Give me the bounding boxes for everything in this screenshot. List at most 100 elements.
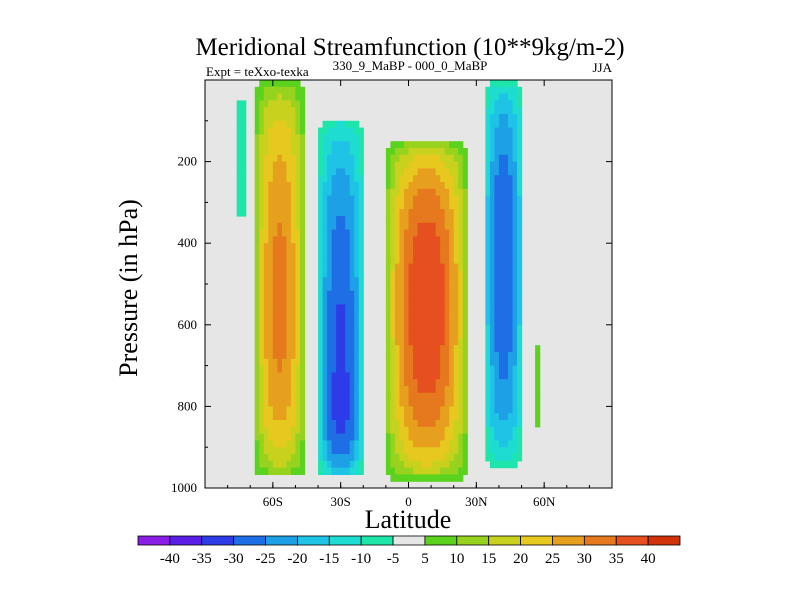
contour-cell [272,120,278,129]
contour-cell [281,188,287,197]
contour-cell [503,277,509,285]
contour-cell [259,120,265,129]
contour-cell [345,386,351,394]
contour-cell [517,426,523,435]
contour-cell [263,175,269,183]
contour-cell [440,195,446,203]
contour-cell [299,229,306,237]
contour-cell [399,433,405,441]
contour-cell [507,134,514,142]
contour-cell [408,222,414,231]
contour-cell [453,420,459,428]
contour-cell [517,277,523,285]
contour-cell [403,426,410,435]
contour-cell [408,263,414,271]
contour-cell [340,182,346,190]
contour-cell [503,297,509,305]
contour-cell [444,141,450,149]
contour-cell [331,154,337,163]
contour-cell [458,188,464,197]
contour-cell [444,440,450,448]
contour-cell [277,318,283,326]
contour-cell [277,188,283,197]
contour-cell [390,277,396,285]
contour-cell [268,460,274,469]
contour-cell [272,161,278,169]
contour-cell [299,379,306,387]
contour-cell [498,386,505,394]
contour-cell [408,290,414,299]
contour-cell [331,365,337,373]
contour-cell [462,324,468,333]
colorbar-swatch [328,535,362,546]
contour-cell [290,256,297,265]
contour-cell [462,352,468,360]
contour-cell [413,413,419,421]
contour-cell [494,270,500,278]
contour-cell [358,467,364,475]
contour-cell [286,114,292,122]
contour-cell [498,297,505,305]
contour-cell [390,440,396,448]
contour-cell [431,318,437,326]
contour-cell [290,318,297,326]
contour-cell [489,440,496,448]
contour-cell [517,338,523,346]
contour-cell [299,236,306,244]
contour-cell [281,447,287,455]
contour-cell [354,120,360,129]
contour-cell [417,284,423,292]
contour-cell [403,447,410,455]
contour-cell [394,338,401,346]
contour-cell [318,297,324,305]
contour-cell [277,420,283,428]
contour-cell [263,120,269,129]
contour-cell [286,100,292,108]
contour-cell [458,222,464,231]
colorbar-label: -30 [224,551,244,567]
contour-cell [485,148,491,156]
contour-cell [462,433,468,441]
contour-cell [426,256,432,265]
contour-cell [489,134,496,142]
contour-cell [358,399,364,407]
contour-cell [290,352,297,360]
contour-cell [340,420,346,428]
contour-cell [462,277,468,285]
colorbar-swatch [137,535,171,546]
contour-cell [263,460,269,469]
contour-cell [349,365,355,373]
contour-cell [399,216,405,224]
contour-cell [517,107,523,115]
contour-cell [327,270,333,278]
contour-cell [345,236,351,244]
contour-cell [403,250,410,258]
contour-cell [385,406,392,414]
contour-cell [422,433,428,441]
contour-cell [399,454,405,462]
contour-cell [403,406,410,414]
contour-cell [444,426,450,435]
contour-cell [399,222,405,231]
contour-cell [458,175,464,183]
contour-cell [277,392,283,401]
contour-cell [263,256,269,265]
contour-cell [503,345,509,353]
contour-cell [489,352,496,360]
contour-cell [449,250,455,258]
contour-cell [299,93,306,101]
contour-cell [489,120,496,129]
contour-cell [394,311,401,319]
contour-cell [390,467,396,475]
contour-cell [431,324,437,333]
contour-cell [458,182,464,190]
contour-cell [512,154,518,163]
contour-cell [489,345,496,353]
contour-cell [435,270,441,278]
contour-cell [517,420,523,428]
contour-cell [394,161,401,169]
contour-cell [268,141,274,149]
contour-cell [263,86,269,95]
contour-cell [507,141,514,149]
contour-cell [327,460,333,469]
